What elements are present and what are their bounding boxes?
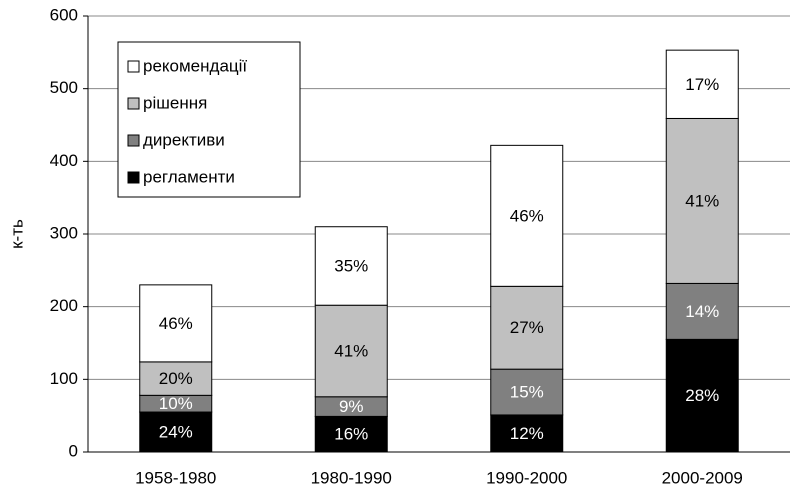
legend-swatch bbox=[127, 134, 140, 147]
data-label: 46% bbox=[510, 206, 544, 225]
bar-segment bbox=[314, 226, 388, 306]
data-label: 46% bbox=[159, 314, 193, 333]
x-tick-label: 1958-1980 bbox=[135, 468, 216, 487]
x-tick-label: 1990-2000 bbox=[486, 468, 567, 487]
data-label: 24% bbox=[159, 423, 193, 442]
bar-segment bbox=[665, 282, 739, 340]
data-label: 16% bbox=[334, 425, 368, 444]
data-label: 35% bbox=[334, 256, 368, 275]
legend-label: регламенти bbox=[143, 167, 235, 186]
bar-segment bbox=[665, 117, 739, 284]
bar-segment bbox=[665, 49, 739, 119]
data-label: 9% bbox=[339, 397, 364, 416]
bar-segment bbox=[139, 361, 213, 396]
data-label: 14% bbox=[685, 302, 719, 321]
y-tick-label: 100 bbox=[50, 369, 78, 388]
data-label: 15% bbox=[510, 383, 544, 402]
legend-swatch bbox=[127, 60, 140, 73]
data-label: 17% bbox=[685, 75, 719, 94]
bar-segment bbox=[665, 338, 739, 453]
data-label: 10% bbox=[159, 394, 193, 413]
bar-segment bbox=[139, 284, 213, 363]
legend-label: рішення bbox=[143, 93, 207, 112]
bar-segment bbox=[490, 414, 564, 453]
y-tick-label: 500 bbox=[50, 78, 78, 97]
data-label: 28% bbox=[685, 386, 719, 405]
y-axis-label: к-ть bbox=[7, 219, 26, 249]
x-tick-label: 1980-1990 bbox=[311, 468, 392, 487]
bar-segment bbox=[314, 415, 388, 453]
x-tick-label: 2000-2009 bbox=[662, 468, 743, 487]
data-label: 12% bbox=[510, 424, 544, 443]
legend-label: рекомендації bbox=[143, 56, 247, 75]
y-tick-label: 300 bbox=[50, 223, 78, 242]
legend-label: директиви bbox=[143, 130, 225, 149]
data-label: 27% bbox=[510, 318, 544, 337]
y-tick-label: 0 bbox=[69, 441, 78, 460]
legend-swatch bbox=[127, 171, 140, 184]
y-tick-label: 200 bbox=[50, 296, 78, 315]
y-tick-label: 400 bbox=[50, 151, 78, 170]
bar-segment bbox=[314, 304, 388, 398]
bar-segment bbox=[490, 144, 564, 287]
data-label: 41% bbox=[685, 191, 719, 210]
bar-segment bbox=[490, 285, 564, 370]
data-label: 41% bbox=[334, 341, 368, 360]
legend-swatch bbox=[127, 97, 140, 110]
bar-segment bbox=[139, 411, 213, 453]
legend-box bbox=[117, 41, 301, 198]
y-tick-label: 600 bbox=[50, 5, 78, 24]
data-label: 20% bbox=[159, 369, 193, 388]
